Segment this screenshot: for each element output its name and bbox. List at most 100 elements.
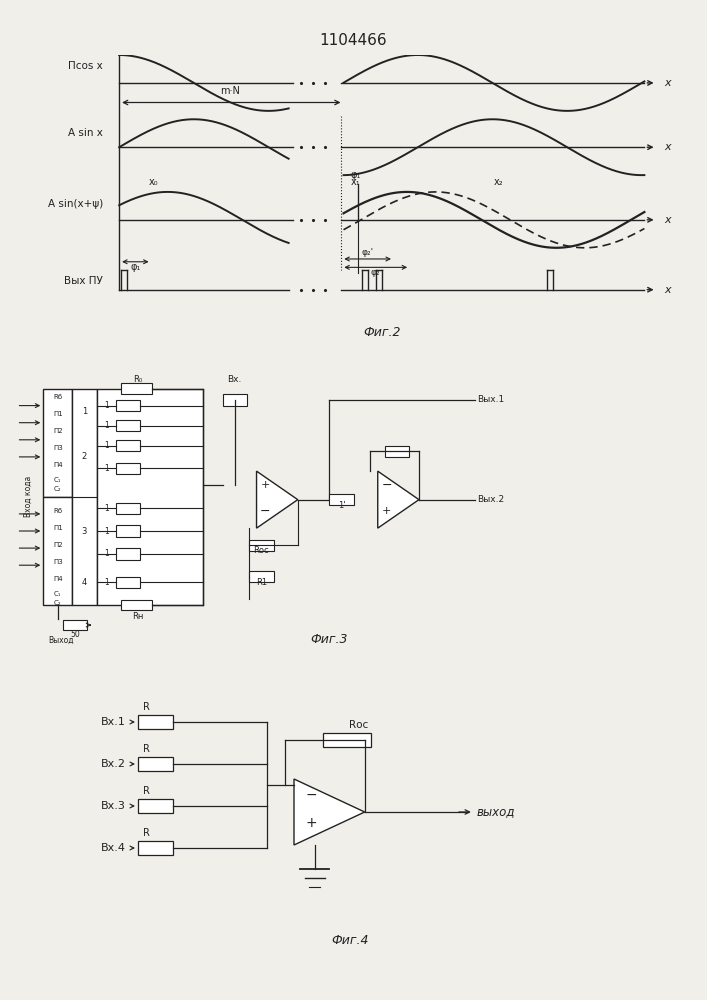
Text: R1: R1 <box>256 578 267 587</box>
Text: C₂: C₂ <box>54 600 62 606</box>
Text: Фиг.4: Фиг.4 <box>331 934 369 948</box>
Text: П4: П4 <box>53 576 63 582</box>
Bar <box>116 525 140 537</box>
Text: φ₁: φ₁ <box>351 170 361 180</box>
Text: A sin(x+ψ): A sin(x+ψ) <box>48 199 103 209</box>
Polygon shape <box>294 779 365 845</box>
Text: R6: R6 <box>53 508 62 514</box>
Text: R: R <box>144 786 150 796</box>
Text: x: x <box>665 78 671 88</box>
Bar <box>116 548 140 560</box>
Text: x: x <box>665 215 671 225</box>
Text: 2: 2 <box>82 452 87 461</box>
Text: П3: П3 <box>53 445 63 451</box>
Text: Вход кода: Вход кода <box>24 476 33 517</box>
Text: R: R <box>144 702 150 712</box>
Text: выход: выход <box>477 806 515 818</box>
Bar <box>43 497 72 605</box>
Bar <box>72 389 97 605</box>
Text: x: x <box>665 285 671 295</box>
Text: Вх.: Вх. <box>228 375 242 384</box>
Text: 3: 3 <box>82 526 87 536</box>
Bar <box>250 571 274 582</box>
Text: Rос: Rос <box>254 546 269 555</box>
Text: 1104466: 1104466 <box>320 33 387 48</box>
Text: 50: 50 <box>70 630 80 639</box>
Text: φ₂': φ₂' <box>361 248 374 257</box>
Text: R₀: R₀ <box>133 375 142 384</box>
Text: Фиг.3: Фиг.3 <box>310 633 348 646</box>
Text: П2: П2 <box>53 542 63 548</box>
Text: Вых ПУ: Вых ПУ <box>64 276 103 286</box>
Text: Вых.1: Вых.1 <box>477 395 504 404</box>
Bar <box>250 540 274 551</box>
Bar <box>138 799 173 813</box>
Bar <box>97 389 203 605</box>
Text: A sin x: A sin x <box>68 128 103 138</box>
Bar <box>121 383 152 394</box>
Bar <box>116 577 140 588</box>
Bar <box>385 446 409 457</box>
Text: П3: П3 <box>53 559 63 565</box>
Text: +: + <box>306 816 317 830</box>
Text: −: − <box>260 505 271 518</box>
Bar <box>116 440 140 451</box>
Text: C₁: C₁ <box>54 591 62 597</box>
Text: φ₁: φ₁ <box>130 262 141 272</box>
Text: x₀: x₀ <box>148 177 158 187</box>
Bar <box>63 620 87 630</box>
Text: 1: 1 <box>104 421 109 430</box>
Text: 1: 1 <box>104 526 109 536</box>
Text: 4: 4 <box>82 578 87 587</box>
Text: Вх.2: Вх.2 <box>101 759 126 769</box>
Bar <box>116 463 140 474</box>
Bar <box>116 420 140 431</box>
Bar <box>138 757 173 771</box>
Text: Вх.4: Вх.4 <box>101 843 126 853</box>
Text: x₁: x₁ <box>351 177 361 187</box>
Text: C₁: C₁ <box>54 477 62 483</box>
Text: Вх.1: Вх.1 <box>101 717 126 727</box>
Text: Rос: Rос <box>349 720 368 730</box>
Bar <box>138 715 173 729</box>
Text: 1: 1 <box>82 407 87 416</box>
Text: R: R <box>144 744 150 754</box>
Bar <box>324 733 370 747</box>
Text: Rн: Rн <box>132 612 144 621</box>
Bar <box>116 400 140 411</box>
Polygon shape <box>378 471 419 528</box>
Text: 1': 1' <box>338 501 345 510</box>
Text: −: − <box>381 479 392 492</box>
Text: R6: R6 <box>53 394 62 400</box>
Text: Выход: Выход <box>48 636 74 645</box>
Text: x₂: x₂ <box>494 177 504 187</box>
Text: φ₂: φ₂ <box>371 268 380 277</box>
Text: П1: П1 <box>53 525 63 531</box>
Bar <box>223 394 247 406</box>
Text: m·N: m·N <box>221 86 240 96</box>
Text: −: − <box>306 788 317 802</box>
Text: +: + <box>261 480 270 490</box>
Text: Вых.2: Вых.2 <box>477 495 504 504</box>
Bar <box>116 503 140 514</box>
Text: П4: П4 <box>53 462 63 468</box>
Text: x: x <box>665 142 671 152</box>
Text: C₂: C₂ <box>54 486 62 492</box>
Bar <box>121 600 152 610</box>
Text: Вх.3: Вх.3 <box>101 801 126 811</box>
Text: 1: 1 <box>104 549 109 558</box>
Text: +: + <box>382 506 391 516</box>
Text: Фиг.2: Фиг.2 <box>363 326 401 339</box>
Text: R: R <box>144 828 150 838</box>
Text: 1: 1 <box>104 504 109 513</box>
Text: 1: 1 <box>104 578 109 587</box>
Text: 1: 1 <box>104 401 109 410</box>
Text: 1: 1 <box>104 464 109 473</box>
Bar <box>329 494 354 505</box>
Bar <box>43 389 72 497</box>
Text: П1: П1 <box>53 411 63 417</box>
Text: 1: 1 <box>104 441 109 450</box>
Text: Пcos x: Пcos x <box>69 61 103 71</box>
Bar <box>138 841 173 855</box>
Polygon shape <box>257 471 298 528</box>
